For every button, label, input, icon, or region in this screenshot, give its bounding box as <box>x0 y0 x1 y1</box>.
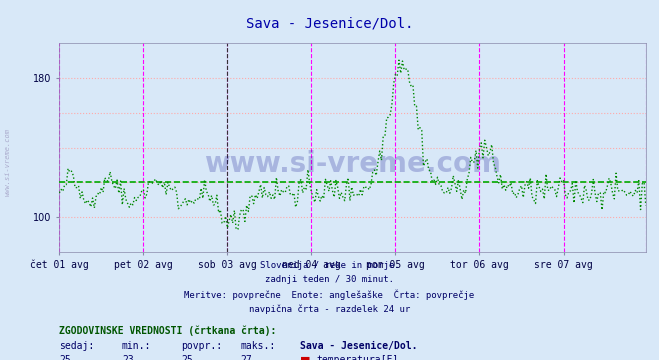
Text: www.si-vreme.com: www.si-vreme.com <box>5 128 11 196</box>
Text: 27: 27 <box>241 355 252 360</box>
Text: maks.:: maks.: <box>241 341 275 351</box>
Text: www.si-vreme.com: www.si-vreme.com <box>204 150 501 178</box>
Text: Sava - Jesenice/Dol.: Sava - Jesenice/Dol. <box>300 341 417 351</box>
Text: Sava - Jesenice/Dol.: Sava - Jesenice/Dol. <box>246 16 413 30</box>
Text: 25: 25 <box>59 355 71 360</box>
Text: povpr.:: povpr.: <box>181 341 222 351</box>
Text: ZGODOVINSKE VREDNOSTI (črtkana črta):: ZGODOVINSKE VREDNOSTI (črtkana črta): <box>59 326 277 336</box>
Text: sedaj:: sedaj: <box>59 341 94 351</box>
Text: Meritve: povprečne  Enote: anglešaške  Črta: povprečje: Meritve: povprečne Enote: anglešaške Črt… <box>185 290 474 300</box>
Text: temperatura[F]: temperatura[F] <box>316 355 399 360</box>
Text: zadnji teden / 30 minut.: zadnji teden / 30 minut. <box>265 275 394 284</box>
Text: Slovenija / reke in morje.: Slovenija / reke in morje. <box>260 261 399 270</box>
Text: ■: ■ <box>300 355 310 360</box>
Text: navpična črta - razdelek 24 ur: navpična črta - razdelek 24 ur <box>249 304 410 314</box>
Text: 23: 23 <box>122 355 134 360</box>
Text: min.:: min.: <box>122 341 152 351</box>
Text: 25: 25 <box>181 355 193 360</box>
